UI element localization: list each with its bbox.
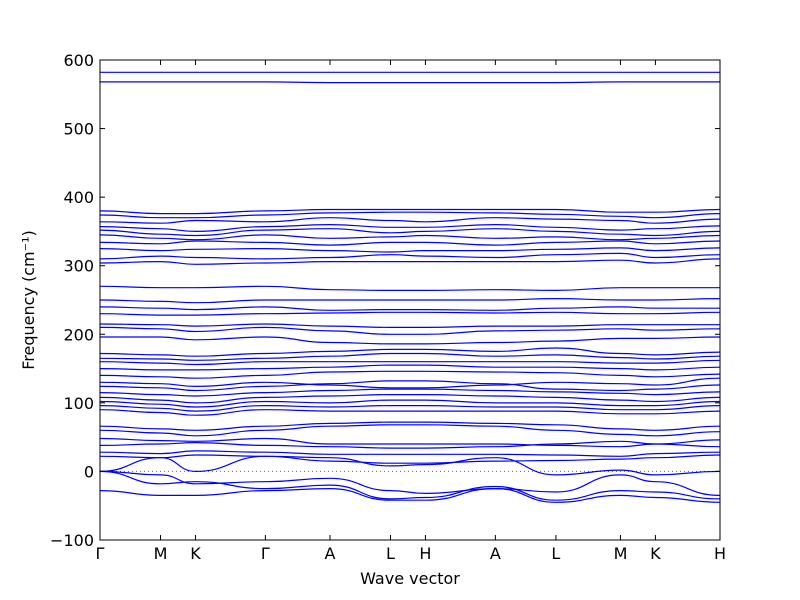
x-tick-label: K	[650, 544, 661, 563]
band-line-36	[99, 450, 721, 457]
band-line-17	[99, 323, 721, 329]
band-line-27	[99, 388, 721, 397]
band-line-31	[99, 409, 721, 416]
band-line-2	[99, 81, 721, 84]
x-tick-label: M	[614, 544, 628, 563]
band-line-33	[99, 424, 721, 437]
band-line-34	[99, 437, 721, 448]
band-line-20	[99, 347, 721, 357]
band-line-10	[99, 247, 721, 253]
band-line-8	[99, 234, 721, 241]
x-tick-label: A	[490, 544, 501, 563]
y-tick-label: 200	[63, 325, 94, 344]
band-line-3	[99, 208, 721, 215]
y-tick-label: 0	[84, 462, 94, 481]
band-line-4	[99, 211, 721, 219]
x-tick-label: M	[154, 544, 168, 563]
band-line-22	[99, 359, 721, 366]
band-line-30	[99, 405, 721, 412]
band-line-14	[99, 298, 721, 304]
x-tick-label: A	[324, 544, 335, 563]
band-line-16	[99, 311, 721, 316]
x-tick-label: L	[386, 544, 395, 563]
band-line-7	[99, 228, 721, 237]
y-tick-label: 500	[63, 120, 94, 139]
plot-frame	[99, 59, 721, 541]
band-line-9	[99, 240, 721, 246]
x-tick-label: H	[714, 544, 726, 563]
band-line-5	[99, 217, 721, 224]
band-line-39	[99, 470, 721, 496]
y-axis-label: Frequency (cm⁻¹)	[19, 230, 38, 369]
y-tick-label: 100	[63, 394, 94, 413]
x-tick-label: L	[551, 544, 560, 563]
y-tick-label: 600	[63, 51, 94, 70]
band-line-28	[99, 394, 721, 404]
band-line-21	[99, 352, 721, 361]
x-axis-label: Wave vector	[360, 569, 460, 588]
band-line-38	[99, 455, 721, 476]
x-tick-label: K	[190, 544, 201, 563]
band-line-11	[99, 252, 721, 260]
band-line-23	[99, 364, 721, 371]
x-tick-label: Γ	[261, 544, 270, 563]
band-line-26	[99, 380, 721, 392]
band-line-40	[99, 470, 721, 501]
x-tick-label: Γ	[96, 544, 105, 563]
band-line-15	[99, 306, 721, 311]
band-lines	[99, 71, 721, 503]
band-line-12	[99, 258, 721, 265]
y-axis-ticks: −100 0 100 200 300 400 500 600	[50, 51, 720, 550]
y-tick-label: 400	[63, 188, 94, 207]
band-line-41	[99, 488, 721, 503]
band-line-18	[99, 326, 721, 335]
band-line-37	[99, 454, 721, 464]
band-line-13	[99, 285, 721, 291]
band-line-6	[99, 224, 721, 232]
band-line-19	[99, 336, 721, 345]
band-line-32	[99, 421, 721, 431]
band-line-35	[99, 440, 721, 449]
x-tick-label: H	[419, 544, 431, 563]
band-line-29	[99, 399, 721, 408]
y-tick-label: 300	[63, 257, 94, 276]
band-line-25	[99, 377, 721, 389]
band-line-24	[99, 370, 721, 379]
y-tick-label: −100	[50, 531, 94, 550]
